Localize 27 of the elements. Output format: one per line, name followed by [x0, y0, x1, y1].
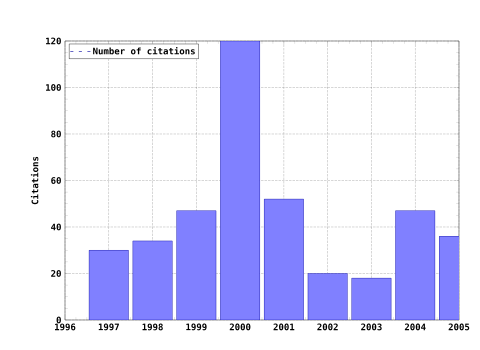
- y-tick-label: 120: [46, 38, 61, 44]
- y-tick-label: 100: [46, 84, 61, 91]
- bar: [88, 250, 129, 320]
- bar: [176, 210, 216, 320]
- bar: [352, 278, 392, 320]
- y-tick-label: 20: [51, 270, 61, 277]
- x-tick-label: 2002: [317, 324, 338, 330]
- x-tick-label: 1999: [186, 324, 207, 330]
- bar: [132, 240, 172, 320]
- x-tick-label: 2001: [274, 324, 294, 330]
- y-tick-label: 80: [51, 130, 61, 138]
- legend-label: Number of citations: [93, 46, 195, 54]
- bar: [264, 198, 304, 320]
- x-tick-label: 2003: [361, 324, 382, 330]
- y-tick-label: 0: [56, 316, 61, 324]
- x-tick-label: 2000: [230, 324, 250, 330]
- x-tick-label: 2005: [448, 324, 470, 330]
- x-tick-label: 1996: [55, 324, 76, 330]
- x-tick-label: 2004: [404, 324, 426, 330]
- x-tick-label: 1998: [142, 324, 163, 330]
- bar: [308, 273, 348, 320]
- x-tick-label: 1997: [98, 324, 119, 330]
- y-tick-label: 40: [51, 224, 61, 230]
- y-tick-label: 60: [51, 177, 61, 184]
- bar: [395, 210, 436, 320]
- bar: [220, 40, 260, 320]
- y-axis-title: Citations: [30, 156, 38, 204]
